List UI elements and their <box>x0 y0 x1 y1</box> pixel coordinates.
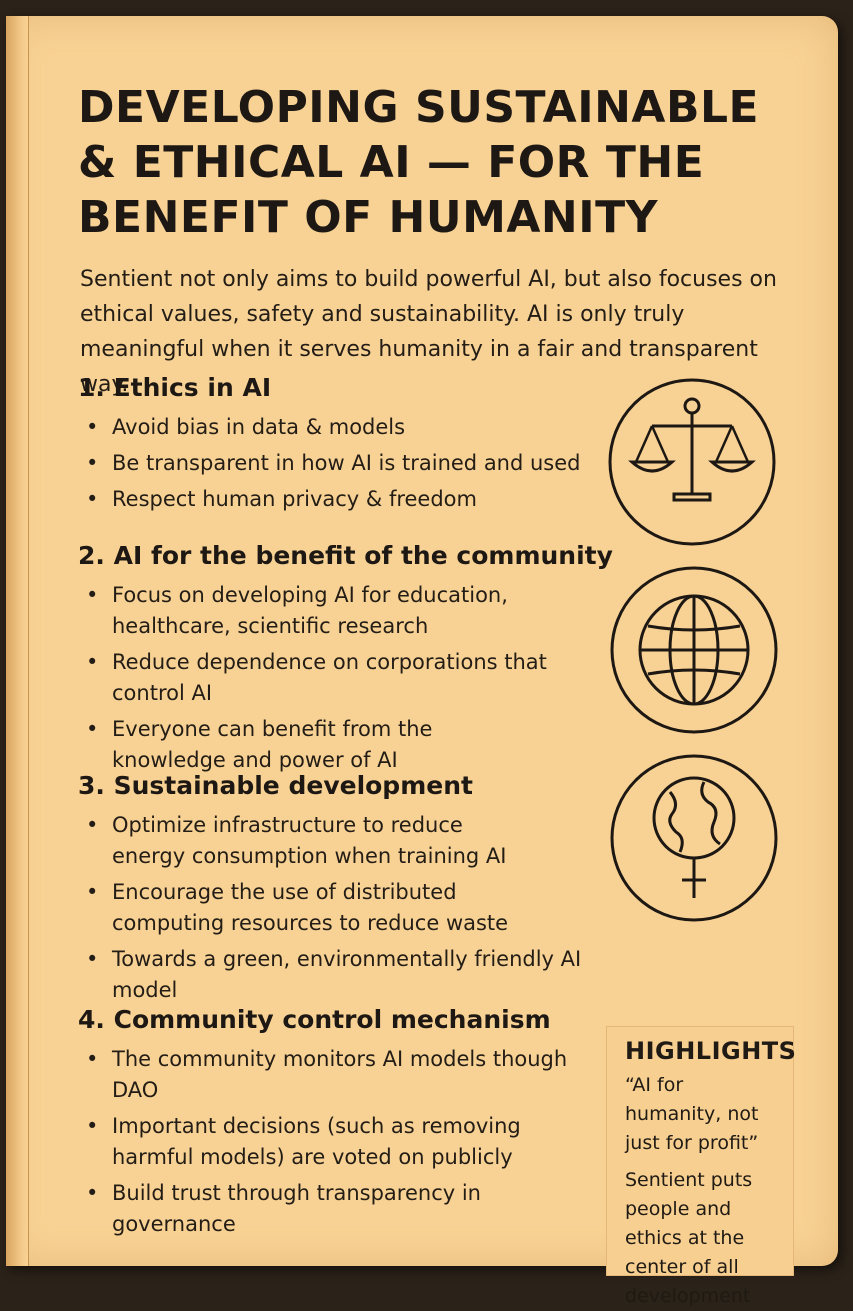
page-title: DEVELOPING SUSTAINABLE & ETHICAL AI — FO… <box>78 82 760 243</box>
scales-icon <box>608 378 776 546</box>
list-item: Respect human privacy & freedom <box>78 484 618 515</box>
earth-symbol-icon <box>610 754 778 922</box>
book-spine <box>6 16 29 1266</box>
list-item: Be transparent in how AI is trained and … <box>78 448 618 479</box>
bullet-list: Optimize infrastructure to reduce energy… <box>78 810 618 1006</box>
list-item: Everyone can benefit from the knowledge … <box>78 714 532 776</box>
section-heading: 4. Community control mechanism <box>78 1005 551 1034</box>
list-item: Encourage the use of distributed computi… <box>78 877 552 939</box>
bullet-list: The community monitors AI models though … <box>78 1044 588 1240</box>
section-heading: 2. AI for the benefit of the community <box>78 541 613 570</box>
bullet-list: Avoid bias in data & models Be transpare… <box>78 412 618 515</box>
page: DEVELOPING SUSTAINABLE & ETHICAL AI — FO… <box>6 16 838 1307</box>
section-heading: 3. Sustainable development <box>78 771 473 800</box>
highlights-text: Sentient puts people and ethics at the c… <box>625 1169 753 1307</box>
list-item: Reduce dependence on corporations that c… <box>78 647 618 709</box>
list-item: The community monitors AI models though … <box>78 1044 588 1106</box>
list-item: Optimize infrastructure to reduce energy… <box>78 810 532 872</box>
section-heading: 1. Ethics in AI <box>78 373 272 402</box>
section-community-benefit: 2. AI for the benefit of the community F… <box>78 540 618 781</box>
section-sustainable-development: 3. Sustainable development Optimize infr… <box>78 770 618 1011</box>
section-community-control: 4. Community control mechanism The commu… <box>78 1004 588 1245</box>
list-item: Focus on developing AI for education, he… <box>78 580 582 642</box>
intro-text: Sentient not only aims to build powerful… <box>80 267 777 397</box>
highlights-box: HIGHLIGHTS “AI for humanity, not just fo… <box>606 1026 797 1307</box>
highlights-heading: HIGHLIGHTS <box>625 1037 797 1065</box>
bullet-list: Focus on developing AI for education, he… <box>78 580 618 776</box>
list-item: Build trust through transparency in gove… <box>78 1178 588 1240</box>
list-item: Important decisions (such as removing ha… <box>78 1111 588 1173</box>
highlights-quote: “AI for humanity, not just for profit” <box>625 1074 759 1154</box>
globe-icon <box>610 566 778 734</box>
list-item: Towards a green, environmentally friendl… <box>78 944 618 1006</box>
list-item: Avoid bias in data & models <box>78 412 618 443</box>
section-ethics: 1. Ethics in AI Avoid bias in data & mod… <box>78 372 618 520</box>
